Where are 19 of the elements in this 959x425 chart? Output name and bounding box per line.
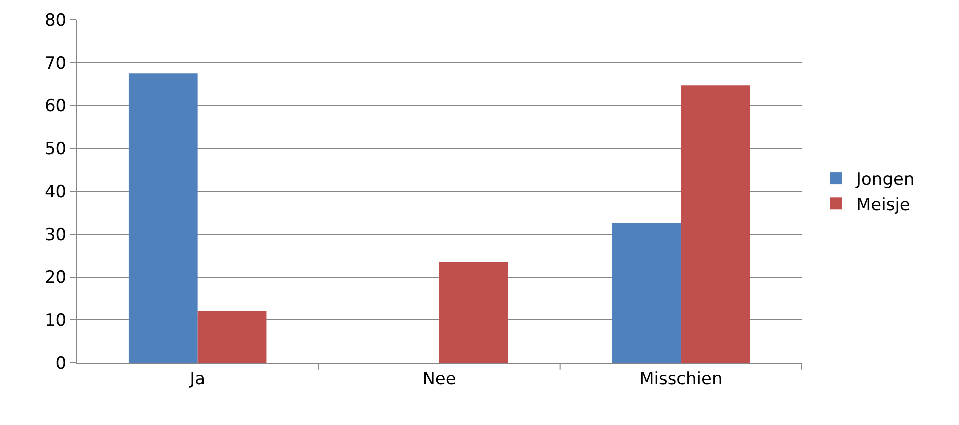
bar	[198, 312, 267, 363]
y-tick-label: 0	[56, 354, 67, 374]
y-tick-label: 60	[44, 96, 67, 117]
y-tick-label: 30	[44, 225, 67, 246]
y-tick-label: 70	[44, 54, 67, 74]
y-tick-label: 20	[44, 268, 67, 288]
y-tick-label: 80	[44, 10, 67, 31]
y-tick-label: 10	[44, 311, 67, 332]
legend-label: Jongen	[856, 170, 915, 190]
x-tick-label: Nee	[422, 369, 456, 390]
y-tick-label: 50	[44, 140, 67, 160]
bar	[612, 223, 682, 363]
bar	[681, 86, 750, 363]
bar	[128, 74, 198, 363]
x-tick-label: Misschien	[640, 369, 723, 390]
y-tick-label: 40	[44, 182, 67, 202]
bar	[440, 262, 508, 363]
legend-label: Meisje	[856, 195, 910, 216]
x-tick-label: Ja	[189, 369, 206, 390]
